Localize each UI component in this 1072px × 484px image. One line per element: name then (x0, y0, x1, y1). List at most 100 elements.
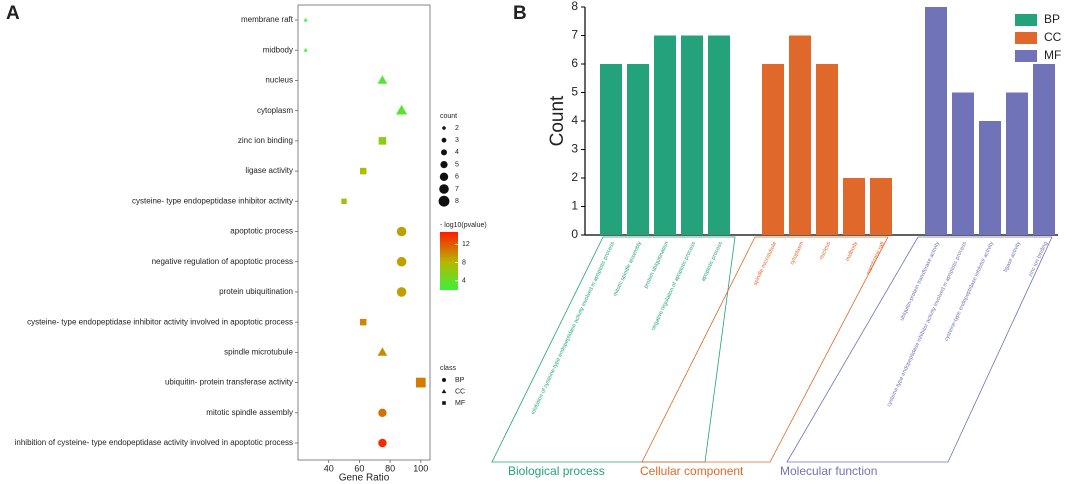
x-tick-label: inhibition of cysteine-type endopeptidas… (530, 241, 616, 416)
colorbar-label: 4 (462, 278, 466, 285)
marker (378, 408, 387, 417)
legend-marker (439, 172, 449, 181)
legend-label: CC (1044, 30, 1062, 44)
group-label: Biological process (508, 464, 605, 478)
group-box (641, 236, 889, 463)
legend-label: BP (1044, 12, 1060, 26)
legend-marker (438, 195, 450, 207)
bar (789, 35, 811, 235)
marker (303, 48, 308, 52)
bar (843, 178, 865, 235)
y-tick-label: apoptotic process (230, 227, 293, 236)
legend-title: - log10(pvalue) (440, 222, 487, 229)
y-tick-label: 4 (571, 113, 578, 127)
marker (359, 318, 367, 326)
legend-marker (441, 137, 447, 143)
y-tick-label: zinc ion binding (238, 136, 293, 145)
legend-swatch (1015, 32, 1037, 44)
legend-swatch (1015, 50, 1037, 62)
legend-label: 6 (455, 174, 459, 181)
y-axis-title: Count (547, 95, 568, 146)
marker (396, 287, 407, 297)
legend-label: 8 (455, 198, 459, 205)
marker (341, 198, 347, 204)
y-tick-label: mitotic spindle assembly (206, 408, 293, 417)
x-tick-label: cytoplasm (789, 241, 805, 266)
legend-label: BP (455, 377, 465, 384)
marker (396, 104, 408, 115)
colorbar (440, 232, 458, 290)
bar (952, 92, 974, 235)
bar (600, 64, 622, 235)
x-tick-label: zinc ion binding (1028, 241, 1049, 278)
y-tick-label: negative regulation of apoptotic process (152, 257, 293, 266)
marker (359, 167, 367, 175)
legend-label: 3 (455, 137, 459, 144)
y-tick-label: spindle microtubule (224, 347, 293, 356)
legend-label: 4 (455, 149, 459, 156)
x-tick-label: ligase activity (1003, 241, 1022, 273)
marker (396, 256, 407, 267)
legend-marker (439, 184, 449, 194)
x-tick-label: mitotic spindle assembly (612, 241, 643, 298)
bar (816, 64, 838, 235)
y-tick-label: ubiquitin- protein transferase activity (165, 378, 293, 387)
legend-marker (440, 161, 448, 169)
x-tick-label: 60 (354, 463, 364, 473)
x-tick-label: 40 (324, 463, 334, 473)
legend-label: MF (455, 400, 465, 407)
legend-marker (441, 149, 447, 156)
legend-label: 5 (455, 161, 459, 168)
x-tick-label: midbody (845, 241, 859, 263)
legend-marker (441, 389, 447, 394)
y-tick-label: 1 (571, 199, 578, 213)
legend-title: count (440, 113, 457, 120)
y-tick-label: nucleus (265, 76, 293, 85)
y-tick-label: 0 (571, 227, 578, 241)
group-box (786, 236, 1053, 463)
legend-marker (442, 401, 446, 405)
bar (1006, 92, 1028, 235)
group-label: Molecular function (780, 464, 877, 478)
legend-label: 7 (455, 186, 459, 193)
plot-frame (297, 4, 431, 461)
marker (377, 347, 388, 356)
y-tick-label: 5 (571, 85, 578, 99)
bar (925, 7, 947, 235)
x-tick-label: 100 (413, 463, 428, 473)
x-tick-label: nucleus (819, 241, 833, 261)
y-tick-label: ligase activity (245, 166, 293, 175)
legend-swatch (1015, 14, 1037, 26)
x-tick-label: membrane raft (866, 240, 887, 275)
legend-label: CC (455, 388, 465, 395)
marker (377, 75, 388, 84)
bar (627, 64, 649, 235)
bar (762, 64, 784, 235)
x-axis-title: Gene Ratio (339, 473, 390, 484)
marker (396, 226, 407, 237)
x-tick-label: apoptotic process (700, 241, 724, 283)
group-label: Cellular component (640, 464, 744, 478)
y-tick-label: 2 (571, 170, 578, 184)
legend-label: MF (1044, 48, 1061, 62)
bar (1033, 64, 1055, 235)
y-tick-label: cysteine- type endopeptidase inhibitor a… (27, 317, 293, 326)
panel-label: B (513, 3, 527, 24)
marker (415, 377, 426, 388)
y-tick-label: cysteine- type endopeptidase inhibitor a… (132, 196, 293, 205)
y-tick-label: 7 (571, 28, 578, 42)
y-tick-label: inhibition of cysteine- type endopeptida… (15, 438, 293, 447)
bar (870, 178, 892, 235)
bar (979, 121, 1001, 235)
y-tick-label: cytoplasm (257, 106, 293, 115)
bar (654, 35, 676, 235)
legend-marker (442, 378, 446, 382)
panel-label: A (6, 3, 20, 24)
y-tick-label: membrane raft (241, 15, 294, 24)
colorbar-label: 8 (462, 259, 466, 266)
y-tick-label: 3 (571, 142, 578, 156)
bar (681, 35, 703, 235)
marker (378, 137, 387, 145)
legend-marker (442, 126, 446, 130)
